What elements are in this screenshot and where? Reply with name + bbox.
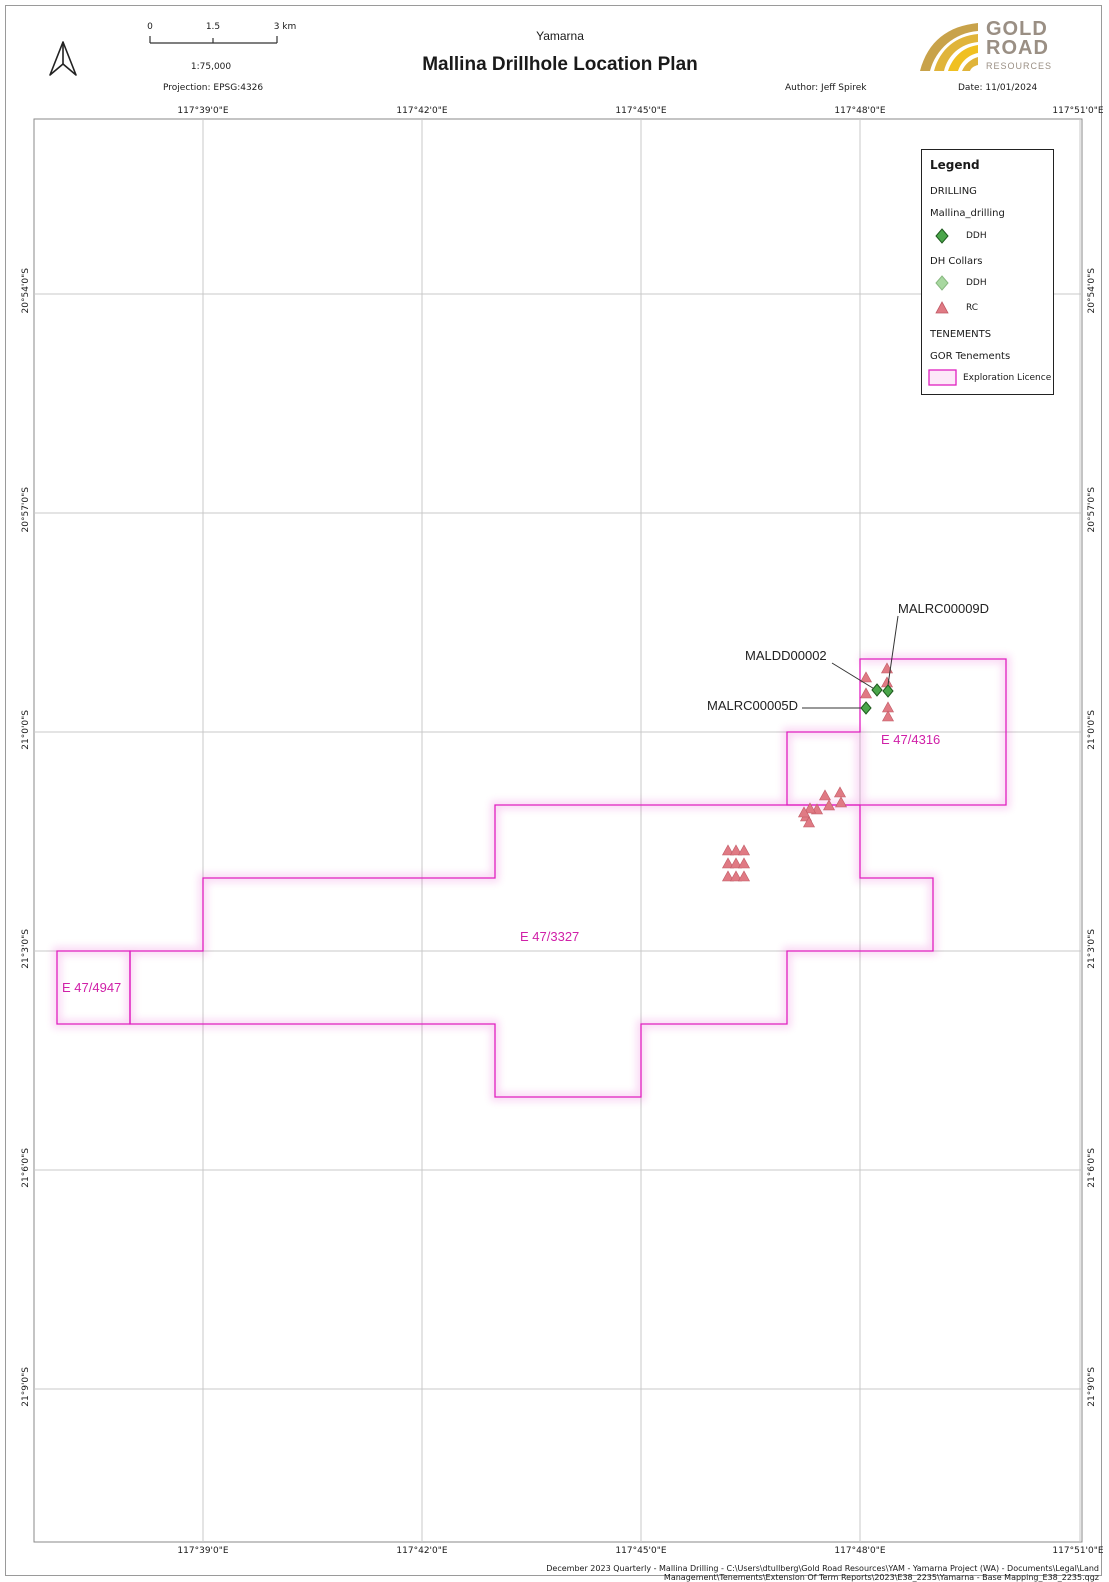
lat-left-1: 20°54'0"S: [21, 268, 31, 314]
projection-label: Projection: EPSG:4326: [163, 83, 264, 93]
lat-right-5: 21°6'0"S: [1087, 1148, 1097, 1188]
lat-right-1: 20°54'0"S: [1087, 268, 1097, 314]
lon-bottom-4: 117°48'0"E: [834, 1546, 886, 1556]
legend-exploration-licence: Exploration Licence: [963, 373, 1052, 383]
lon-bottom-5: 117°51'0"E: [1052, 1546, 1104, 1556]
callout-malrc00005d[interactable]: MALRC00005D: [707, 698, 799, 713]
lat-left-5: 21°6'0"S: [21, 1148, 31, 1188]
legend-licence-icon: [928, 369, 957, 386]
author-label: Author: Jeff Spirek: [785, 83, 867, 93]
label-e47-4316: E 47/4316: [881, 732, 941, 747]
legend-rc-icon: [935, 301, 949, 314]
lat-right-4: 21°3'0"S: [1087, 929, 1097, 969]
tenement-e47-4947[interactable]: [56, 950, 131, 1025]
lon-bottom-1: 117°39'0"E: [177, 1546, 229, 1556]
lon-top-1: 117°39'0"E: [177, 106, 229, 116]
scale-tick-mid: 1.5: [205, 22, 221, 32]
legend-collars-rc: RC: [966, 303, 979, 313]
footer-path: December 2023 Quarterly - Mallina Drilli…: [546, 1564, 1099, 1582]
scale-ratio: 1:75,000: [190, 62, 232, 72]
legend-gor-layer: GOR Tenements: [930, 351, 1011, 362]
lon-bottom-3: 117°45'0"E: [615, 1546, 667, 1556]
legend-tenements-heading: TENEMENTS: [930, 329, 992, 340]
legend-ddh-dark-icon: [935, 228, 949, 244]
lon-top-4: 117°48'0"E: [834, 106, 886, 116]
scale-tick-0: 0: [147, 22, 153, 32]
ddh-markers[interactable]: [860, 683, 894, 715]
lat-left-2: 20°57'0"S: [21, 487, 31, 533]
lon-top-3: 117°45'0"E: [615, 106, 667, 116]
legend-collars-layer: DH Collars: [930, 256, 983, 267]
north-arrow-icon: [49, 41, 77, 76]
scale-tick-end: 3 km: [273, 22, 297, 32]
lon-top-5: 117°51'0"E: [1052, 106, 1104, 116]
lat-right-3: 21°0'0"S: [1087, 710, 1097, 750]
callout-malrc00009d[interactable]: MALRC00009D: [898, 601, 990, 616]
legend-mallina-ddh: DDH: [966, 231, 987, 241]
page-frame: [5, 5, 1102, 1576]
lat-left-6: 21°9'0"S: [21, 1367, 31, 1407]
lon-bottom-2: 117°42'0"E: [396, 1546, 448, 1556]
label-e47-3327: E 47/3327: [520, 929, 580, 944]
map-border: [33, 118, 1083, 1543]
rc-collars[interactable]: [722, 662, 894, 882]
legend-drilling-heading: DRILLING: [930, 186, 977, 197]
footer-line-1: December 2023 Quarterly - Mallina Drilli…: [546, 1564, 1099, 1573]
lat-right-2: 20°57'0"S: [1087, 487, 1097, 533]
lat-left-4: 21°3'0"S: [21, 929, 31, 969]
tenement-e47-3327[interactable]: [129, 804, 934, 1098]
logo-line-1: GOLD: [986, 18, 1048, 40]
project-name: Yamarna: [536, 29, 584, 43]
gold-road-logo: [920, 23, 978, 71]
map-legend: Legend DRILLING Mallina_drilling DDH DH …: [921, 149, 1054, 395]
callout-maldd00002[interactable]: MALDD00002: [745, 648, 827, 663]
label-e47-4947: E 47/4947: [62, 980, 122, 995]
logo-line-2: ROAD: [986, 37, 1049, 59]
lat-right-6: 21°9'0"S: [1087, 1367, 1097, 1407]
date-label: Date: 11/01/2024: [958, 83, 1038, 93]
legend-collars-ddh: DDH: [966, 278, 987, 288]
scale-bar: [149, 36, 278, 44]
page-title: Mallina Drillhole Location Plan: [422, 54, 698, 75]
logo-wordmark: GOLD ROAD: [986, 18, 1049, 59]
lat-left-3: 21°0'0"S: [21, 710, 31, 750]
legend-title: Legend: [930, 158, 980, 172]
logo-line-3: RESOURCES: [986, 61, 1053, 71]
legend-ddh-light-icon: [935, 275, 949, 291]
lon-top-2: 117°42'0"E: [396, 106, 448, 116]
legend-mallina-layer: Mallina_drilling: [930, 208, 1005, 219]
callout-leaders: [802, 615, 899, 709]
